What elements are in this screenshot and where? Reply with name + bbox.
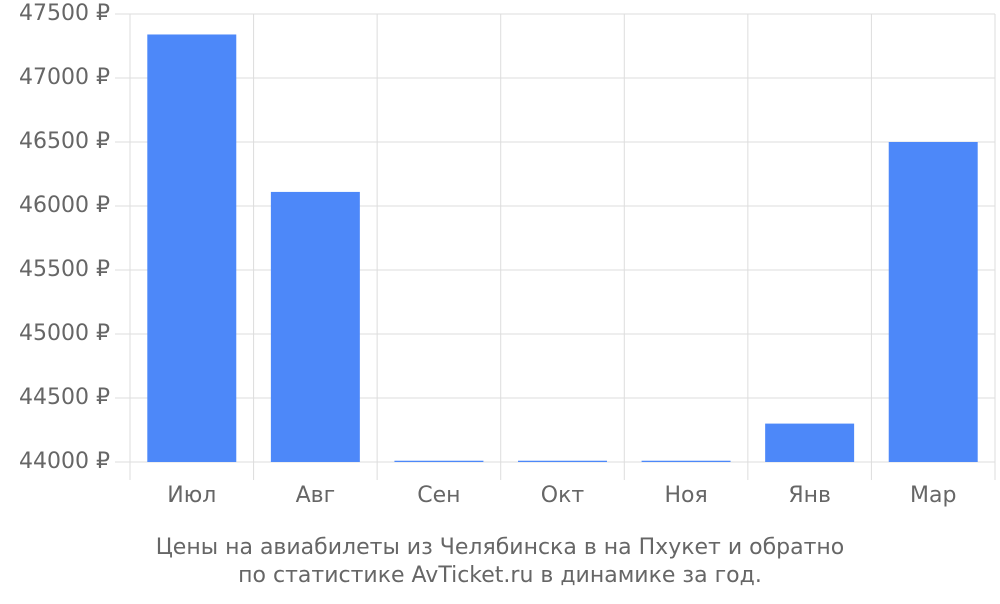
y-tick-label: 47500 ₽ (19, 1, 110, 26)
x-tick-label: Авг (296, 483, 336, 508)
y-tick-label: 46000 ₽ (19, 193, 110, 218)
bar (641, 460, 731, 462)
x-tick-label: Янв (788, 483, 831, 508)
y-tick-label: 45000 ₽ (19, 321, 110, 346)
y-tick-label: 45500 ₽ (19, 257, 110, 282)
y-tick-label: 46500 ₽ (19, 129, 110, 154)
y-tick-label: 44000 ₽ (19, 449, 110, 474)
x-tick-label: Сен (417, 483, 460, 508)
bar (394, 460, 484, 462)
bar (147, 34, 237, 462)
y-tick-label: 44500 ₽ (19, 385, 110, 410)
x-tick-label: Ноя (664, 483, 707, 508)
caption-line: Цены на авиабилеты из Челябинска в на Пх… (156, 535, 845, 560)
bar (518, 460, 607, 462)
x-tick-label: Мар (910, 483, 956, 508)
x-tick-label: Июл (167, 483, 216, 508)
x-tick-label: Окт (541, 483, 585, 508)
caption-line: по статистике AvTicket.ru в динамике за … (238, 563, 762, 588)
bar (765, 423, 855, 462)
bar (888, 142, 978, 462)
bar (270, 191, 360, 463)
y-tick-label: 47000 ₽ (19, 65, 110, 90)
